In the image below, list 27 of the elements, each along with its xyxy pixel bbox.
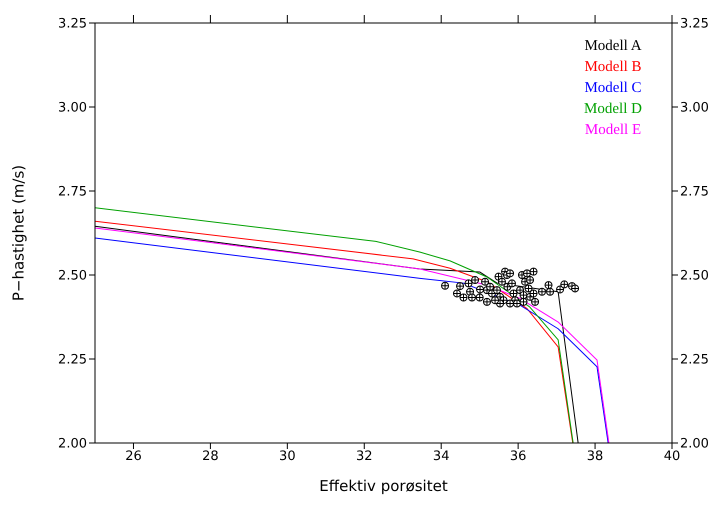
- y-tick-label: 2.50: [58, 268, 87, 284]
- legend-label: Modell A: [583, 37, 643, 56]
- x-tick-label: 40: [664, 449, 680, 464]
- y2-tick-label: 2.50: [680, 268, 709, 284]
- y-tick-label: 3.25: [58, 16, 87, 32]
- y2-tick-label: 2.75: [680, 184, 709, 200]
- x-tick-label: 36: [510, 449, 526, 464]
- y2-tick-label: 3.25: [680, 16, 709, 32]
- y2-tick-label: 3.00: [680, 100, 709, 116]
- y2-tick-label: 2.00: [680, 436, 709, 452]
- y-tick-label: 2.75: [58, 184, 87, 200]
- x-tick-label: 26: [125, 449, 142, 464]
- x-tick-label: 30: [279, 449, 296, 464]
- text: Modell B: [583, 58, 643, 77]
- y2-tick-label: 2.25: [680, 352, 709, 368]
- y-tick-label: 3.00: [58, 100, 87, 116]
- y-axis-title: P−hastighet (m/s): [9, 164, 28, 302]
- text: Modell E: [584, 121, 642, 140]
- x-tick-label: 34: [432, 449, 450, 464]
- x-axis-title: Effektiv porøsitet: [319, 477, 448, 495]
- y-tick-label: 2.25: [58, 352, 87, 368]
- x-tick-label: 38: [586, 449, 604, 464]
- x-tick-label: 28: [202, 449, 219, 464]
- x-tick-label: 32: [356, 449, 373, 464]
- text: Modell C: [583, 79, 643, 98]
- text: Modell D: [583, 100, 643, 119]
- y-tick-label: 2.00: [58, 436, 87, 452]
